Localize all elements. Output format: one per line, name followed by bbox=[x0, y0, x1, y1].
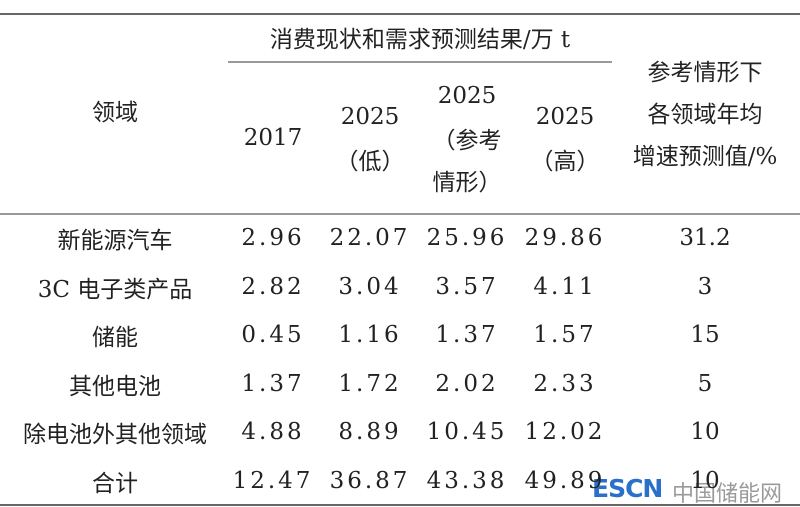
cell: 10 bbox=[690, 467, 720, 494]
cell: 22.07 bbox=[329, 225, 411, 251]
cell: 8.89 bbox=[338, 419, 402, 445]
column-header: （高） bbox=[530, 149, 600, 175]
cell: 1.57 bbox=[533, 322, 597, 348]
cell: 3.57 bbox=[435, 273, 499, 300]
cell: 12.47 bbox=[232, 467, 314, 494]
column-header: 2025 bbox=[340, 104, 400, 130]
cell: 3 bbox=[697, 273, 713, 300]
cell: 31.2 bbox=[679, 225, 731, 251]
cell: 1.37 bbox=[435, 322, 499, 348]
row-label: 3C 电子类产品 bbox=[37, 276, 193, 303]
column-header: 情形） bbox=[432, 170, 502, 196]
cell: 4.88 bbox=[241, 419, 305, 445]
cell: 25.96 bbox=[426, 225, 508, 251]
cell: 1.37 bbox=[241, 370, 305, 397]
cell: 1.16 bbox=[338, 322, 402, 348]
row-label: 合计 bbox=[92, 470, 138, 497]
column-header: 各领域年均 bbox=[647, 102, 763, 128]
cell: 12.02 bbox=[524, 419, 606, 445]
row-label: 其他电池 bbox=[69, 373, 161, 400]
row-header: 领域 bbox=[92, 100, 138, 126]
cell: 3.04 bbox=[338, 273, 402, 300]
cell: 2.82 bbox=[241, 273, 305, 300]
watermark-site: 中国储能网 bbox=[672, 482, 783, 507]
cell: 0.45 bbox=[241, 322, 305, 348]
watermark-brand: ESCN bbox=[592, 474, 663, 503]
cell: 29.86 bbox=[524, 225, 606, 251]
cell: 1.72 bbox=[338, 370, 402, 397]
cell: 2.02 bbox=[435, 370, 499, 397]
column-header: 2017 bbox=[243, 125, 303, 151]
cell: 2.96 bbox=[241, 225, 305, 251]
cell: 49.89 bbox=[524, 467, 606, 494]
row-label: 新能源汽车 bbox=[57, 228, 173, 254]
row-label: 除电池外其他领域 bbox=[23, 422, 207, 448]
column-header: 2025 bbox=[535, 104, 595, 130]
column-header: 2025 bbox=[437, 83, 497, 109]
cell: 10.45 bbox=[426, 419, 508, 445]
cell: 2.33 bbox=[533, 370, 597, 397]
column-header: （低） bbox=[335, 149, 405, 175]
cell: 5 bbox=[697, 370, 713, 397]
column-header: 增速预测值/% bbox=[632, 144, 778, 170]
column-header: 参考情形下 bbox=[647, 60, 763, 86]
row-label: 储能 bbox=[92, 325, 138, 351]
cell: 10 bbox=[690, 419, 720, 445]
cell: 15 bbox=[690, 322, 720, 348]
column-header: （参考 bbox=[432, 128, 502, 154]
cell: 43.38 bbox=[426, 467, 508, 494]
cell: 4.11 bbox=[533, 273, 597, 300]
cell: 36.87 bbox=[329, 467, 411, 494]
group-header: 消费现状和需求预测结果/万 t bbox=[269, 27, 571, 53]
